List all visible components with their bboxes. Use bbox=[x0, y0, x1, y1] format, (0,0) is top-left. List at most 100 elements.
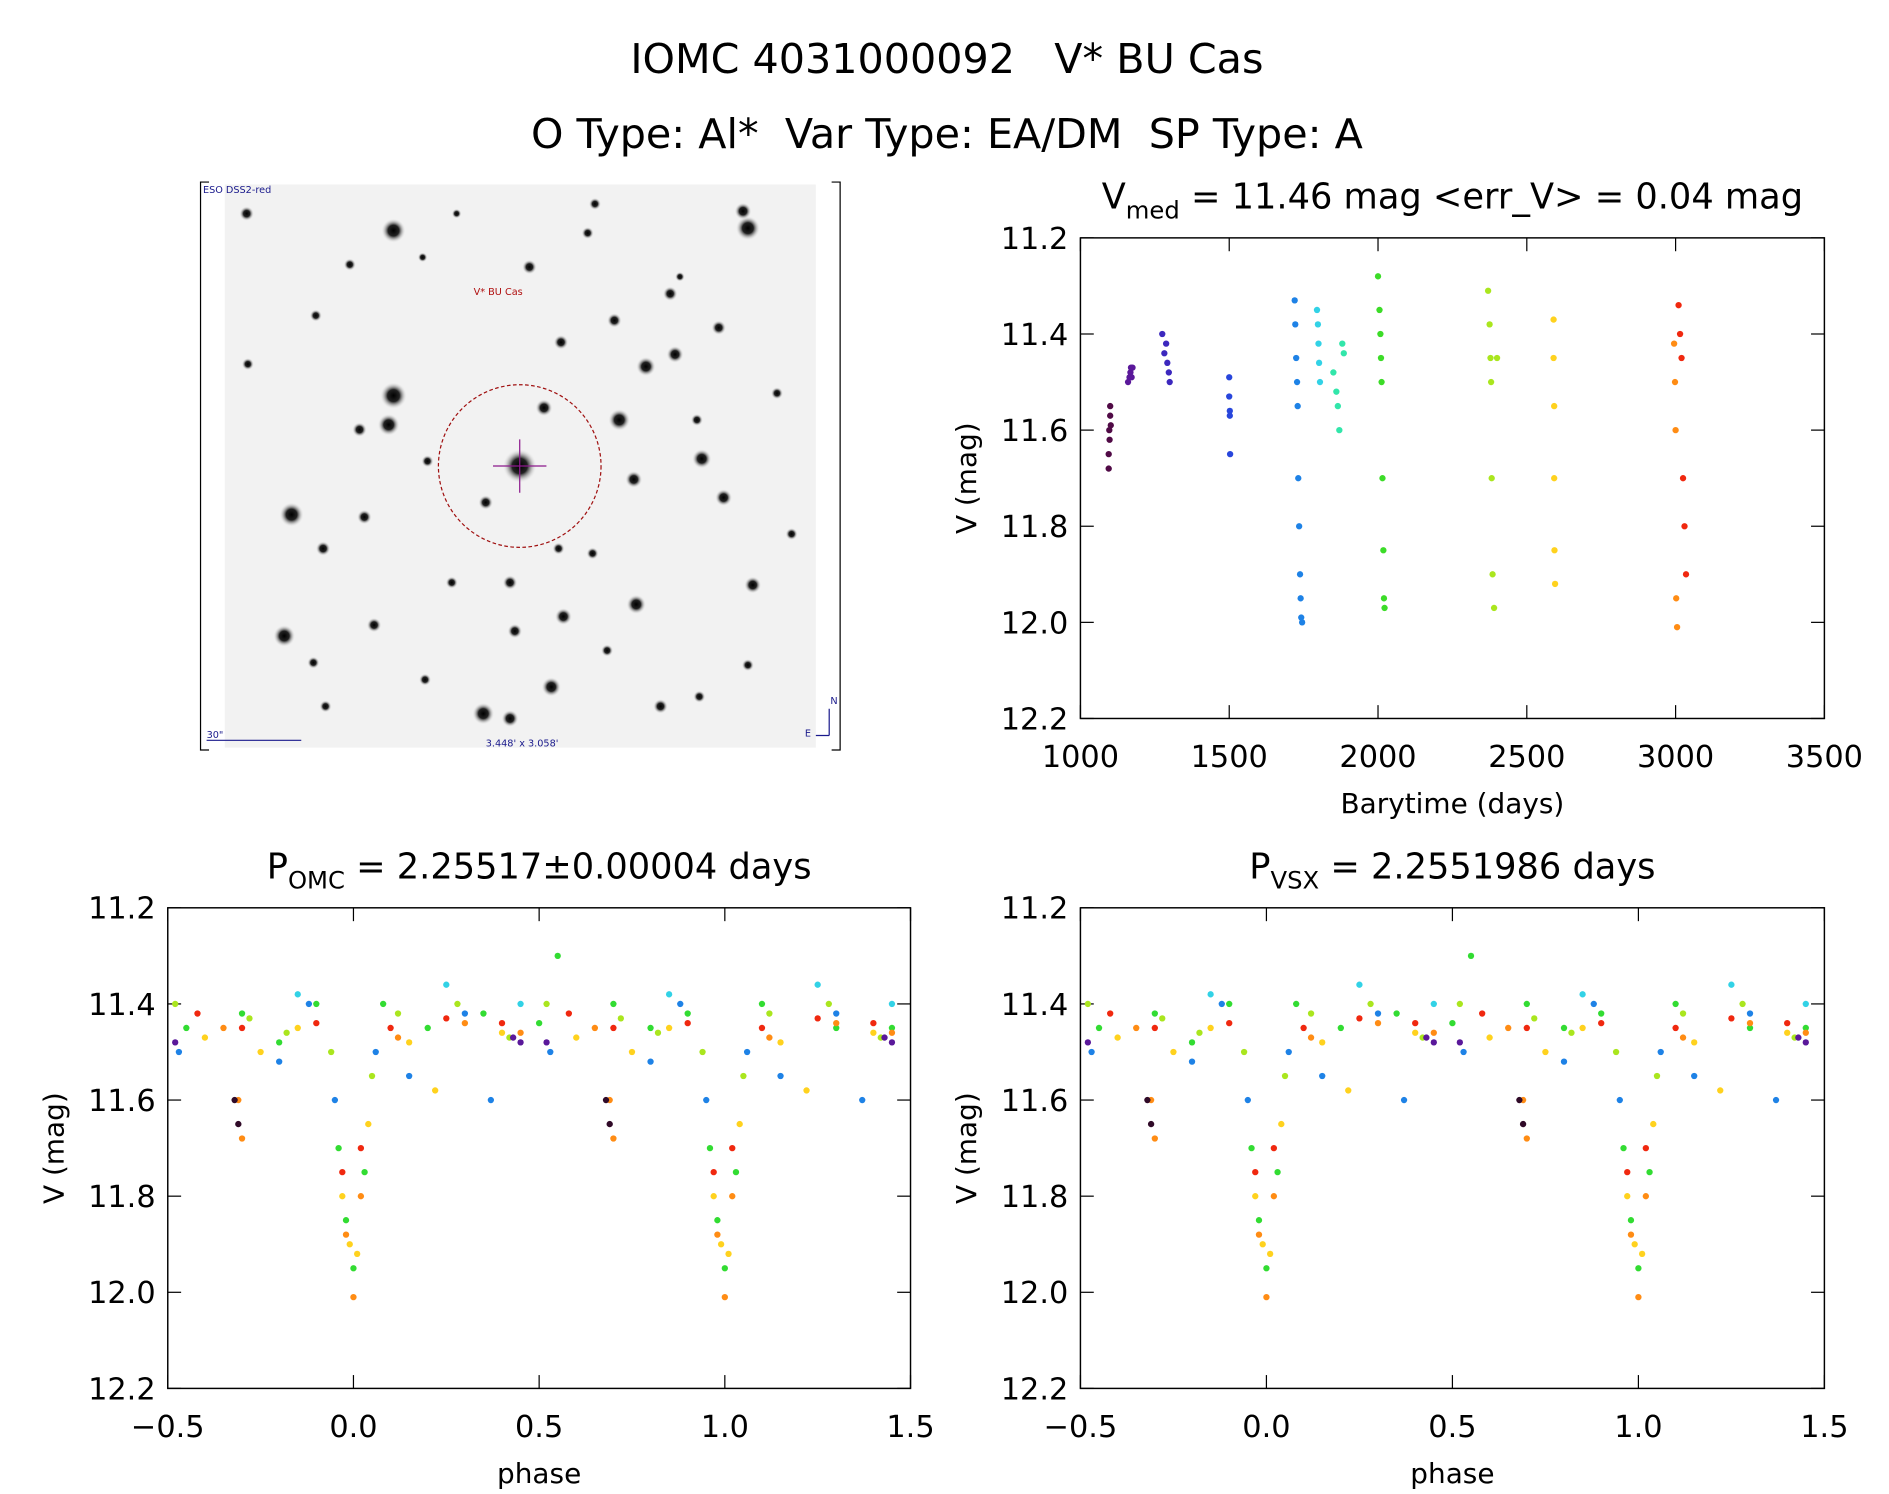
data-point bbox=[1671, 378, 1679, 386]
data-point bbox=[172, 1000, 179, 1008]
data-point bbox=[1523, 1000, 1530, 1008]
chart: PVSX = 2.2551986 days phase V (mag) −0.5 0.0… bbox=[950, 847, 1848, 1490]
x-tick-label: 1000 bbox=[1042, 740, 1119, 775]
data-point bbox=[1377, 354, 1385, 362]
data-point bbox=[1147, 1120, 1155, 1128]
data-point bbox=[1240, 1048, 1248, 1056]
data-point bbox=[736, 1120, 743, 1128]
plot-frame bbox=[1079, 237, 1826, 720]
data-point bbox=[814, 1015, 821, 1022]
data-point bbox=[535, 1019, 543, 1027]
data-point bbox=[1430, 1000, 1437, 1008]
data-point bbox=[1319, 1072, 1326, 1080]
data-point bbox=[1672, 1024, 1679, 1032]
data-point bbox=[354, 1250, 361, 1257]
data-point bbox=[714, 1217, 721, 1224]
data-point bbox=[1635, 1265, 1642, 1272]
data-point bbox=[699, 1048, 706, 1056]
data-point bbox=[350, 1293, 357, 1301]
title-rest: = 2.25517±0.00004 days bbox=[345, 847, 812, 888]
aperture bbox=[437, 384, 602, 548]
star bbox=[741, 659, 754, 672]
star bbox=[553, 334, 569, 350]
data-point bbox=[313, 1000, 320, 1008]
data-point bbox=[1676, 330, 1684, 338]
star bbox=[381, 218, 406, 243]
data-point bbox=[1673, 595, 1680, 602]
image-frame bbox=[199, 181, 841, 751]
data-point bbox=[870, 1019, 877, 1027]
data-point bbox=[1252, 1193, 1259, 1200]
star bbox=[692, 449, 712, 469]
data-point bbox=[1127, 369, 1134, 376]
x-tick-label: 2000 bbox=[1339, 740, 1416, 775]
data-point bbox=[1430, 1039, 1437, 1046]
star bbox=[675, 271, 685, 282]
data-point bbox=[1356, 981, 1363, 988]
data-point bbox=[1151, 1024, 1158, 1032]
title-sub: OMC bbox=[288, 865, 345, 894]
star bbox=[586, 547, 599, 560]
east-label: E bbox=[805, 729, 811, 740]
data-point bbox=[725, 1250, 732, 1257]
page-subtitle: O Type: Al* Var Type: EA/DM SP Type: A bbox=[531, 110, 1363, 158]
data-point bbox=[888, 1029, 896, 1036]
star bbox=[507, 623, 523, 639]
data-point bbox=[1784, 1019, 1791, 1027]
data-point bbox=[803, 1087, 810, 1094]
star bbox=[715, 489, 733, 507]
y-tick-label: 11.6 bbox=[88, 1084, 156, 1119]
star bbox=[636, 356, 656, 377]
data-point bbox=[1612, 1048, 1620, 1056]
data-point bbox=[1340, 350, 1347, 357]
data-point bbox=[1728, 1015, 1735, 1022]
data-point bbox=[1159, 1015, 1166, 1022]
title-sub: med bbox=[1126, 195, 1180, 224]
x-tick-label: 2500 bbox=[1488, 740, 1565, 775]
data-point bbox=[1226, 412, 1233, 419]
data-point bbox=[1456, 1000, 1464, 1008]
data-point bbox=[1164, 359, 1171, 366]
star bbox=[653, 699, 668, 714]
x-tick-label: 0.0 bbox=[329, 1410, 377, 1445]
data-point bbox=[703, 1096, 710, 1104]
data-point bbox=[1746, 1010, 1754, 1017]
data-point bbox=[1550, 354, 1557, 362]
y-tick-label: 12.0 bbox=[88, 1276, 156, 1311]
star bbox=[554, 608, 572, 626]
data-point bbox=[610, 1135, 617, 1142]
data-point bbox=[1161, 350, 1168, 357]
data-point bbox=[1333, 388, 1340, 395]
data-point bbox=[1624, 1193, 1631, 1200]
data-point bbox=[1670, 340, 1678, 347]
data-point bbox=[1673, 624, 1681, 631]
data-point bbox=[1374, 273, 1382, 280]
star bbox=[472, 702, 495, 725]
data-point bbox=[1802, 1024, 1809, 1032]
data-point bbox=[888, 1039, 896, 1046]
data-point bbox=[1226, 450, 1234, 458]
data-point bbox=[346, 1241, 353, 1248]
data-point bbox=[1430, 1029, 1437, 1036]
data-point bbox=[1484, 287, 1492, 294]
data-point bbox=[1162, 340, 1170, 347]
data-point bbox=[1739, 1000, 1746, 1008]
data-point bbox=[732, 1168, 740, 1176]
data-point bbox=[721, 1293, 728, 1301]
data-point bbox=[1653, 1072, 1661, 1080]
data-point bbox=[1490, 604, 1498, 612]
star bbox=[241, 358, 254, 371]
x-axis-label: Barytime (days) bbox=[1341, 787, 1565, 820]
data-point bbox=[1523, 1135, 1530, 1142]
star bbox=[711, 320, 727, 335]
data-point bbox=[740, 1072, 747, 1080]
data-point bbox=[365, 1120, 372, 1128]
data-point bbox=[888, 1024, 896, 1032]
data-point bbox=[1551, 402, 1558, 410]
data-point bbox=[238, 1010, 246, 1017]
data-point bbox=[283, 1029, 290, 1036]
data-point bbox=[1679, 1010, 1687, 1017]
data-point bbox=[406, 1072, 413, 1080]
data-point bbox=[610, 1000, 617, 1008]
data-point bbox=[1551, 547, 1558, 554]
